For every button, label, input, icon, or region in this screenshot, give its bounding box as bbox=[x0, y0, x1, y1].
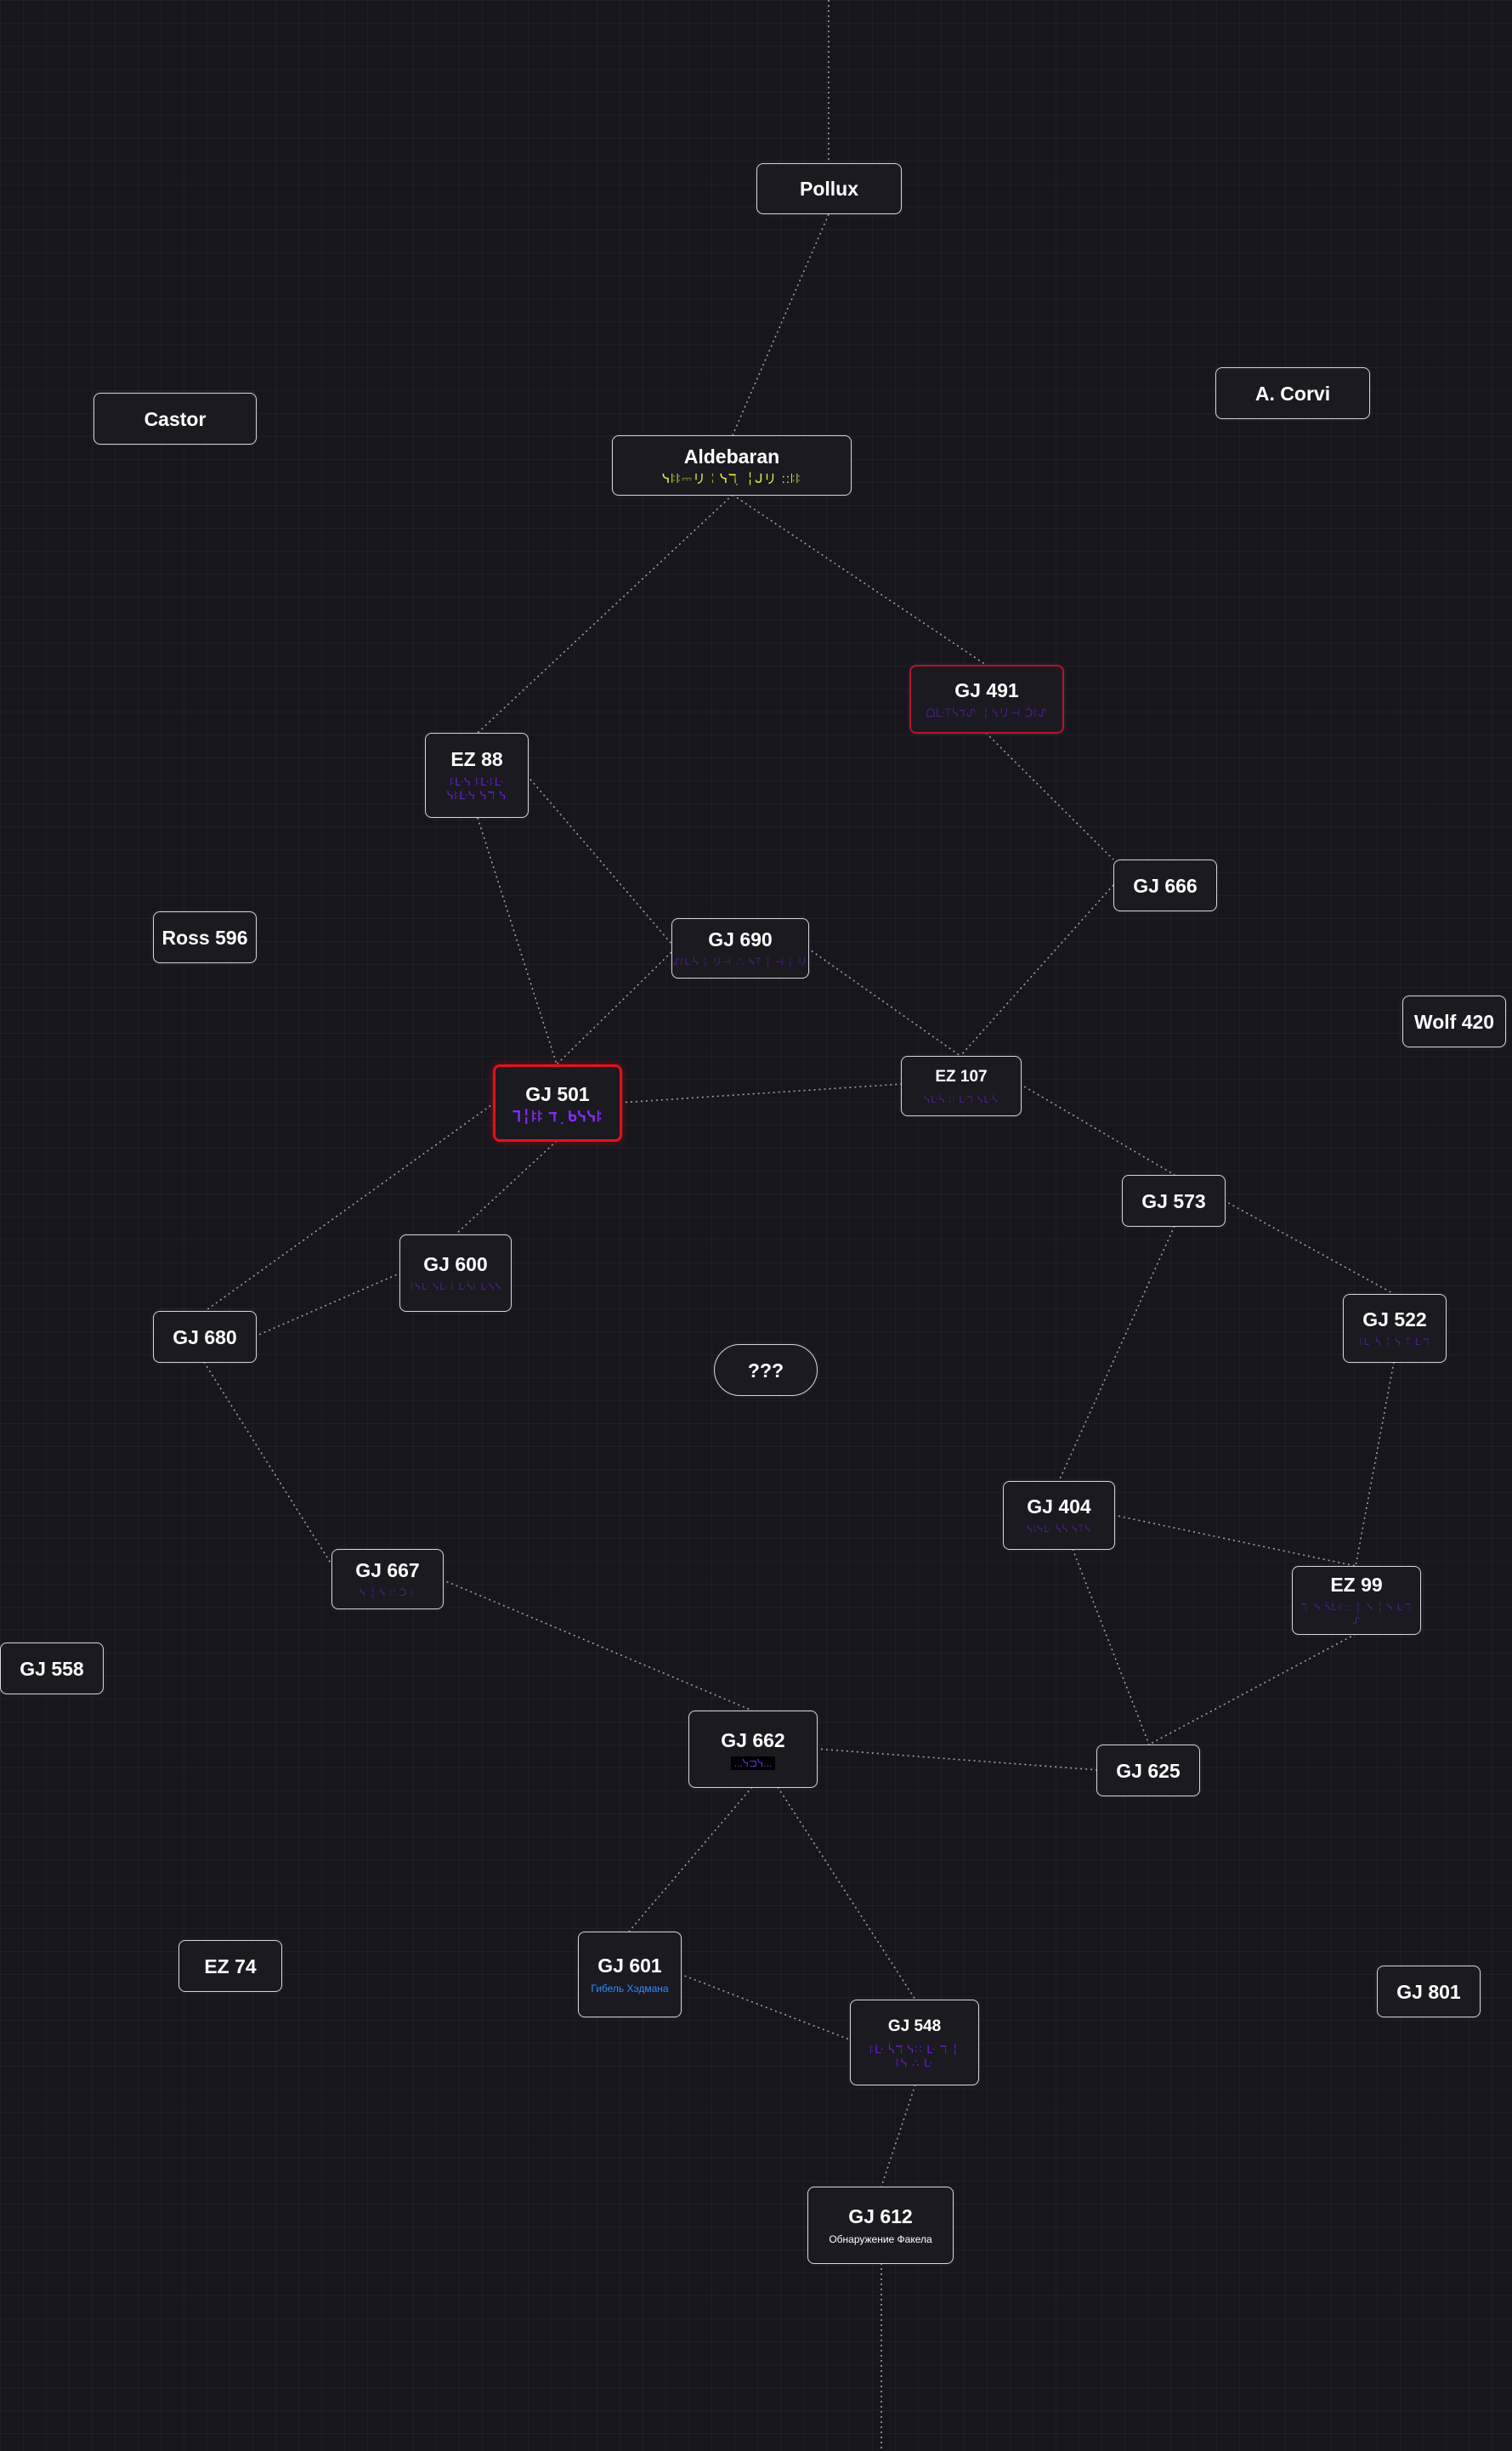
node-gj548[interactable]: GJ 548 ꖎᒷ ᓵℸ ᓭ∷ ᒷ ℸ ╎ ꖎᓭ ∴ ᒷ bbox=[850, 2000, 979, 2085]
node-gj690[interactable]: GJ 690 ᔑꖎᒷᓵ ╎ リ⊣ ∴ ᓭ⍑ ╎ ⊣ ╎ リ bbox=[671, 918, 809, 979]
node-gj522[interactable]: GJ 522 ꖎᒷ ᓵ ╎ ᓭ ⍑ ᒷℸ bbox=[1343, 1294, 1447, 1363]
edge-gj501-gj680 bbox=[203, 1102, 496, 1313]
node-label: GJ 404 bbox=[1027, 1495, 1091, 1518]
node-gj801[interactable]: GJ 801 bbox=[1377, 1966, 1481, 2017]
node-wolf420[interactable]: Wolf 420 bbox=[1402, 996, 1506, 1047]
edge-gj404-ez99 bbox=[1113, 1514, 1356, 1567]
edge-aldebaran-ez88 bbox=[477, 494, 733, 734]
node-label: EZ 74 bbox=[204, 1955, 257, 1977]
edge-ez99-gj625 bbox=[1148, 1633, 1356, 1745]
node-aldebaran[interactable]: Aldebaran ᓭꖎꖎ⎓リ╎ᓭℸ ̣ ╎ᒍリ ::ꖎꖎ bbox=[612, 435, 852, 496]
node-gj491[interactable]: GJ 491 ᗝᒷ⍑ᓵℸᔑ ╎ᓭリ⊣ ᑑꖎᔑ bbox=[909, 665, 1064, 734]
node-cipher-text: ꖎᒷ ᓵℸ ᓭ∷ ᒷ ℸ ╎ ꖎᓭ ∴ ᒷ bbox=[869, 2042, 960, 2069]
node-subtitle: Обнаружение Факела bbox=[829, 2233, 932, 2245]
edge-gj522-ez99 bbox=[1355, 1361, 1395, 1567]
node-cipher-text: ᓭꖎᓭᒷ ᓵᓵ ᓭ⍑ᓵ bbox=[1027, 1523, 1091, 1535]
edge-gj548-gj612 bbox=[881, 2084, 916, 2187]
node-ez74[interactable]: EZ 74 bbox=[178, 1940, 282, 1992]
edge-gj573-gj522 bbox=[1223, 1200, 1395, 1295]
node-label: GJ 491 bbox=[954, 678, 1019, 701]
node-label: Aldebaran bbox=[683, 445, 780, 468]
node-gj625[interactable]: GJ 625 bbox=[1096, 1745, 1200, 1796]
edge-gj667-gj662 bbox=[441, 1579, 753, 1711]
node-gj601[interactable]: GJ 601 Гибель Хэдмана bbox=[578, 1932, 682, 2017]
node-gj501[interactable]: GJ 501 ᒣ╎ꖎꖎ ℸ ̣ ᑲᓭᓭꖎ bbox=[493, 1064, 622, 1142]
edge-aldebaran-gj491 bbox=[732, 494, 987, 666]
edge-gj491-gj666 bbox=[985, 732, 1114, 860]
edge-gj680-gj667 bbox=[203, 1361, 332, 1565]
node-cipher-text: ᔑꖎᒷᓵ ╎ リ⊣ ∴ ᓭ⍑ ╎ ⊣ ╎ リ bbox=[672, 956, 808, 967]
edge-ez88-gj690 bbox=[526, 774, 672, 945]
node-cipher-text: ᓭ ╎ ᓭ ∷ ᑑ ꖎ bbox=[360, 1587, 416, 1598]
node-label: GJ 501 bbox=[525, 1082, 590, 1105]
node-pollux[interactable]: Pollux bbox=[756, 163, 902, 214]
node-castor[interactable]: Castor bbox=[93, 393, 257, 445]
node-cipher-text: ᓭꖎꖎ⎓リ╎ᓭℸ ̣ ╎ᒍリ ::ꖎꖎ bbox=[662, 471, 801, 486]
node-label: GJ 680 bbox=[173, 1325, 237, 1348]
edge-gj404-gj625 bbox=[1072, 1548, 1150, 1745]
edge-ez88-gj501 bbox=[477, 817, 558, 1065]
node-ez88[interactable]: EZ 88 ꖎᒷᓭ ꖎᒷꖎᒷ ᓭꖎᒷᓭ ᓭℸ ᓭ bbox=[425, 733, 529, 818]
node-label: GJ 573 bbox=[1141, 1189, 1206, 1212]
node-gj666[interactable]: GJ 666 bbox=[1113, 860, 1217, 911]
edge-ez107-gj573 bbox=[1019, 1083, 1175, 1176]
node-label: A. Corvi bbox=[1254, 382, 1331, 405]
node-ez99[interactable]: EZ 99 ℸ ̣ ᓭ ᓵᒷꖎ∷ ╎ ᓭ ╎ ᓭ ᒷℸ ᔑ bbox=[1292, 1566, 1421, 1635]
node-cipher-text: ...ᓭ⊐ᓭ... bbox=[730, 1756, 776, 1770]
node-ez107[interactable]: EZ 107 ᓭᒷᓵ ∷ ᒷℸ ᓭᒷᓵ bbox=[901, 1056, 1022, 1116]
node-label: GJ 601 bbox=[597, 1954, 662, 1977]
node-label: EZ 88 bbox=[450, 748, 503, 770]
node-subtitle: Гибель Хэдмана bbox=[591, 1982, 669, 1994]
node-gj662[interactable]: GJ 662 ...ᓭ⊐ᓭ... bbox=[688, 1711, 818, 1788]
node-label: Pollux bbox=[799, 178, 858, 200]
edge-gj662-gj601 bbox=[628, 1786, 753, 1932]
node-label: GJ 625 bbox=[1116, 1759, 1181, 1782]
edge-gj690-ez107 bbox=[807, 947, 961, 1057]
node-label: GJ 667 bbox=[355, 1558, 420, 1581]
node-label: GJ 522 bbox=[1362, 1308, 1427, 1330]
node-label: GJ 612 bbox=[848, 2204, 913, 2227]
node-cipher-text: ꖎᒷ ᓵ ╎ ᓭ ⍑ ᒷℸ bbox=[1359, 1336, 1430, 1347]
edge-pollux-aldebaran bbox=[732, 213, 830, 436]
node-cipher-text: ᗝᒷ⍑ᓵℸᔑ ╎ᓭリ⊣ ᑑꖎᔑ bbox=[926, 706, 1048, 719]
node-cipher-text: ℸ ̣ ᓭ ᓵᒷꖎ∷ ╎ ᓭ ╎ ᓭ ᒷℸ ᔑ bbox=[1300, 1602, 1413, 1626]
node-label: Ross 596 bbox=[161, 926, 248, 949]
edge-gj601-gj548 bbox=[679, 1973, 852, 2041]
edge-gj501-gj600 bbox=[455, 1140, 558, 1235]
node-unknown[interactable]: ??? bbox=[714, 1344, 818, 1396]
node-gj667[interactable]: GJ 667 ᓭ ╎ ᓭ ∷ ᑑ ꖎ bbox=[331, 1549, 444, 1609]
node-label: GJ 801 bbox=[1396, 1980, 1461, 2003]
edge-gj501-ez107 bbox=[620, 1083, 903, 1104]
node-cipher-text: ᓭᒷᓵ ∷ ᒷℸ ᓭᒷᓵ bbox=[924, 1094, 999, 1105]
node-label: Wolf 420 bbox=[1413, 1010, 1495, 1033]
node-a-corvi[interactable]: A. Corvi bbox=[1215, 367, 1370, 419]
node-label: EZ 99 bbox=[1330, 1573, 1383, 1596]
node-gj680[interactable]: GJ 680 bbox=[153, 1311, 257, 1363]
node-label: Castor bbox=[144, 407, 207, 430]
node-label: EZ 107 bbox=[935, 1067, 988, 1086]
node-cipher-text: ꖌᓭᒷ ᓭᒷ ꖎ ᒷᓵꖎ ᒷᓭᓭ bbox=[409, 1281, 502, 1292]
edge-gj573-gj404 bbox=[1058, 1225, 1175, 1482]
edge-gj662-gj625 bbox=[815, 1748, 1099, 1771]
node-gj600[interactable]: GJ 600 ꖌᓭᒷ ᓭᒷ ꖎ ᒷᓵꖎ ᒷᓭᓭ bbox=[399, 1234, 512, 1312]
edge-gj600-gj680 bbox=[254, 1272, 402, 1337]
node-label: GJ 666 bbox=[1133, 874, 1198, 897]
node-label: GJ 600 bbox=[423, 1252, 488, 1275]
node-label: GJ 548 bbox=[887, 2017, 942, 2035]
node-cipher-text: ꖎᒷᓭ ꖎᒷꖎᒷ ᓭꖎᒷᓭ ᓭℸ ᓭ bbox=[446, 775, 507, 802]
edge-gj690-gj501 bbox=[556, 951, 672, 1065]
node-label: GJ 558 bbox=[20, 1657, 84, 1680]
edge-gj666-ez107 bbox=[960, 884, 1114, 1057]
node-gj573[interactable]: GJ 573 bbox=[1122, 1175, 1226, 1227]
node-label: ??? bbox=[747, 1359, 784, 1382]
node-gj558[interactable]: GJ 558 bbox=[0, 1643, 104, 1694]
node-ross596[interactable]: Ross 596 bbox=[153, 911, 257, 963]
node-cipher-text: ᒣ╎ꖎꖎ ℸ ̣ ᑲᓭᓭꖎ bbox=[512, 1108, 603, 1125]
edge-gj662-gj548 bbox=[777, 1786, 916, 2000]
node-label: GJ 662 bbox=[721, 1728, 785, 1751]
node-gj612[interactable]: GJ 612 Обнаружение Факела bbox=[807, 2187, 954, 2264]
node-label: GJ 690 bbox=[708, 928, 773, 950]
node-gj404[interactable]: GJ 404 ᓭꖎᓭᒷ ᓵᓵ ᓭ⍑ᓵ bbox=[1003, 1481, 1115, 1550]
